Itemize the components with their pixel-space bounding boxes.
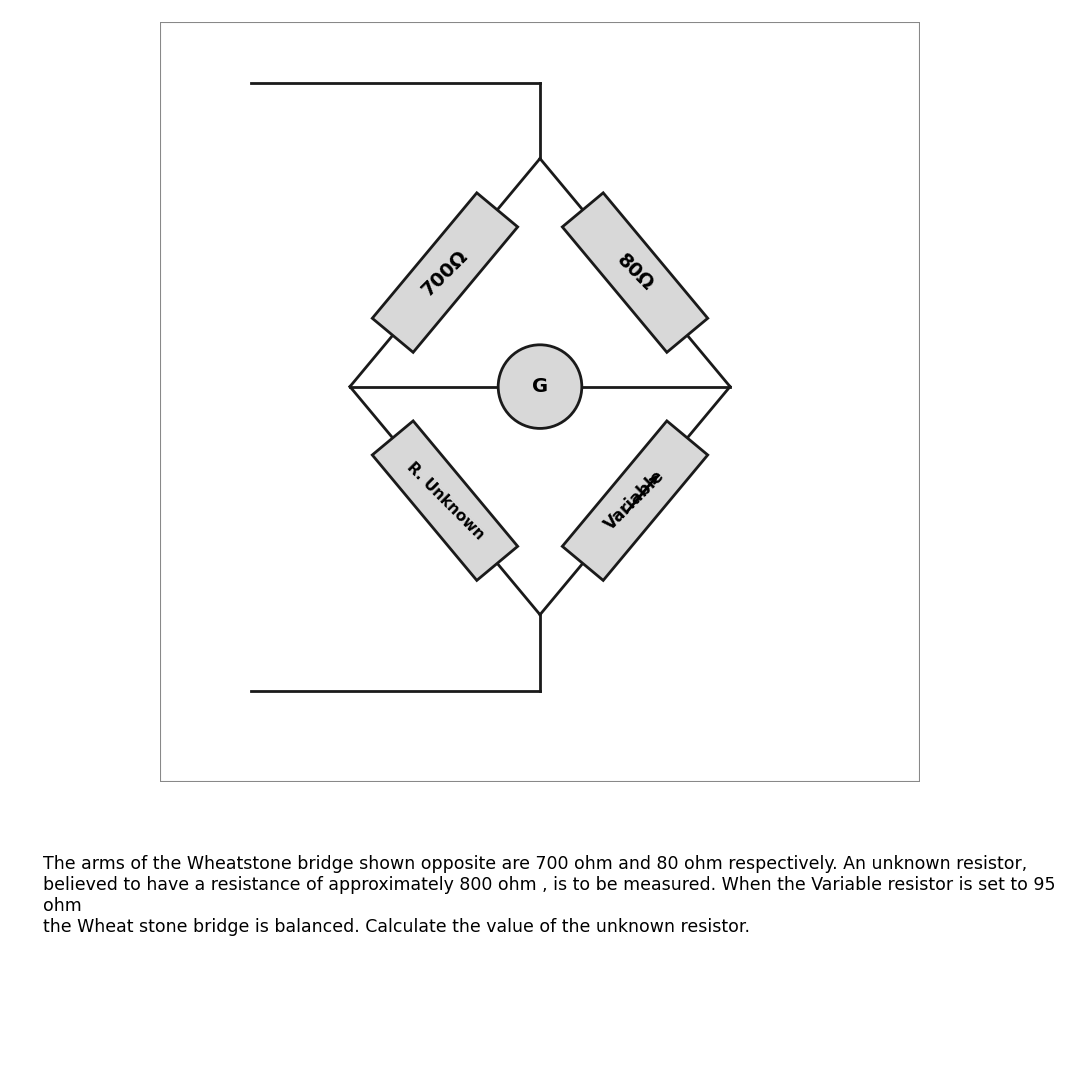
- Bar: [563, 193, 707, 352]
- Bar: [373, 421, 517, 580]
- Text: Variable: Variable: [602, 467, 669, 534]
- Text: 80Ω: 80Ω: [613, 251, 657, 294]
- Bar: [563, 421, 707, 580]
- Text: R. Unknown: R. Unknown: [404, 459, 486, 542]
- Text: 700Ω: 700Ω: [418, 245, 472, 300]
- Text: The arms of the Wheatstone bridge shown opposite are 700 ohm and 80 ohm respecti: The arms of the Wheatstone bridge shown …: [43, 856, 1056, 936]
- Circle shape: [498, 344, 582, 428]
- Bar: [373, 193, 517, 352]
- Text: G: G: [532, 377, 548, 396]
